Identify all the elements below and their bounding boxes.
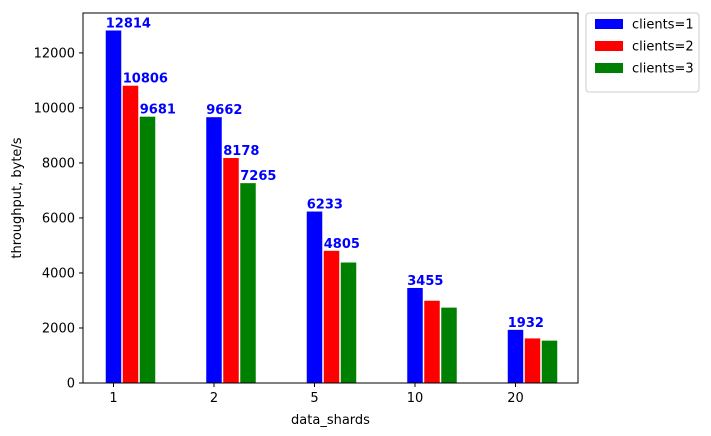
data-label: 9681 xyxy=(140,103,176,118)
y-tick-label: 8000 xyxy=(42,156,75,171)
data-label: 9662 xyxy=(206,103,242,118)
data-label: 7265 xyxy=(240,169,276,184)
data-label: 6233 xyxy=(307,198,343,213)
bar-clients-3-1 xyxy=(139,116,156,383)
bar-clients-2-1 xyxy=(122,85,139,384)
x-tick-label: 5 xyxy=(310,391,318,406)
data-label: 1932 xyxy=(508,316,544,331)
data-label: 12814 xyxy=(106,16,151,31)
legend-swatch xyxy=(595,63,623,73)
legend-label: clients=2 xyxy=(632,40,694,55)
bar-clients-1-20 xyxy=(507,329,524,383)
y-tick-label: 2000 xyxy=(42,321,75,336)
data-label: 10806 xyxy=(123,72,168,87)
bar-clients-2-2 xyxy=(223,158,239,383)
data-labels-group: 12814 10806 9681 9662 8178 7265 6233 4805 3455 19… xyxy=(106,16,544,330)
y-tick-label: 6000 xyxy=(42,211,75,226)
bar-clients-1-2 xyxy=(206,117,222,384)
legend-label: clients=1 xyxy=(632,18,694,33)
data-label: 4805 xyxy=(324,237,360,252)
legend: clients=1 clients=2 clients=3 xyxy=(585,12,700,93)
bars-group xyxy=(105,30,558,384)
bar-clients-3-10 xyxy=(441,307,457,383)
bar-clients-2-10 xyxy=(424,300,440,383)
y-tick-label: 10000 xyxy=(34,101,75,116)
data-label: 3455 xyxy=(407,274,443,289)
bar-clients-1-10 xyxy=(407,287,423,383)
legend-label: clients=3 xyxy=(632,62,694,77)
legend-swatch xyxy=(595,19,623,29)
x-axis-label: data_shards xyxy=(291,413,370,428)
y-tick-label: 12000 xyxy=(34,46,75,61)
bar-clients-1-1 xyxy=(105,30,122,383)
data-label: 8178 xyxy=(223,144,259,159)
bar-clients-3-5 xyxy=(340,262,357,383)
x-tick-label: 10 xyxy=(407,391,424,406)
bar-clients-3-20 xyxy=(541,340,558,383)
bar-clients-2-5 xyxy=(323,250,340,383)
bar-clients-1-5 xyxy=(306,211,323,383)
y-tick-label: 4000 xyxy=(42,266,75,281)
x-tick-label: 2 xyxy=(210,391,218,406)
plot-area-frame xyxy=(82,12,579,384)
x-axis: 1 2 5 10 20 xyxy=(109,383,524,406)
bar-clients-3-2 xyxy=(240,183,256,383)
y-tick-label: 0 xyxy=(67,377,75,392)
bar-clients-2-20 xyxy=(524,338,541,383)
x-tick-label: 20 xyxy=(507,391,524,406)
y-axis: 0 2000 4000 6000 8000 10000 12000 xyxy=(34,46,83,392)
x-tick-label: 1 xyxy=(109,391,117,406)
legend-swatch xyxy=(595,41,623,51)
y-axis-label: throughput, byte/s xyxy=(10,137,25,258)
